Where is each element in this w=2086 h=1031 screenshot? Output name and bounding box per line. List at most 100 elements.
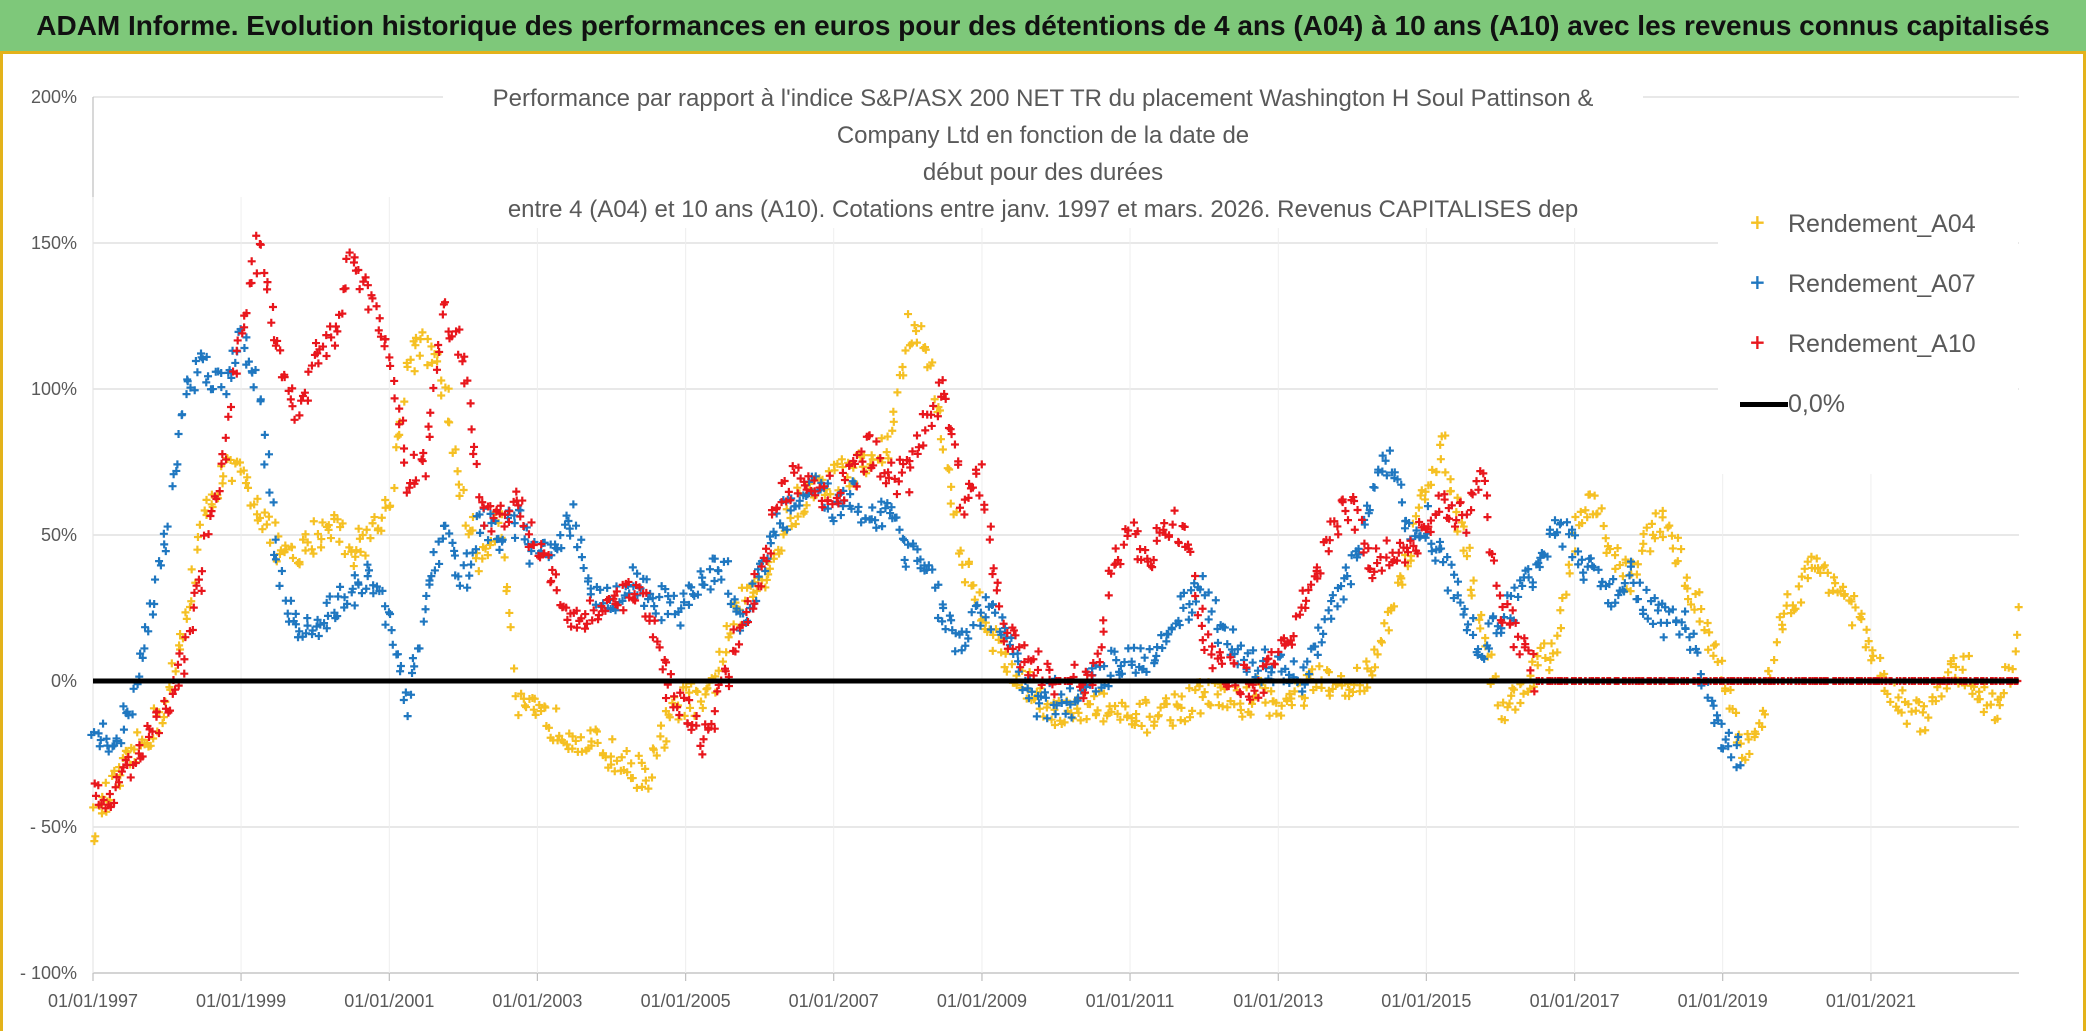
plus-icon: + xyxy=(1749,330,1766,354)
point-rendement-a10 xyxy=(1200,645,1209,654)
point-rendement-a10 xyxy=(1160,519,1169,528)
point-rendement-a07 xyxy=(591,600,600,609)
point-rendement-a10 xyxy=(221,433,230,442)
point-rendement-a04 xyxy=(1744,735,1753,744)
point-rendement-a04 xyxy=(1536,643,1545,652)
point-rendement-a04 xyxy=(395,430,404,439)
point-rendement-a10 xyxy=(1170,506,1179,515)
point-rendement-a04 xyxy=(662,737,671,746)
point-rendement-a10 xyxy=(1104,591,1113,600)
point-rendement-a07 xyxy=(1453,577,1462,586)
point-rendement-a07 xyxy=(1553,528,1562,537)
point-rendement-a07 xyxy=(1469,614,1478,623)
x-tick-label: 01/01/2019 xyxy=(1678,991,1768,1011)
point-rendement-a07 xyxy=(455,581,464,590)
point-rendement-a07 xyxy=(1574,547,1583,556)
point-rendement-a10 xyxy=(1191,591,1200,600)
point-rendement-a04 xyxy=(660,743,669,752)
point-rendement-a10 xyxy=(1034,647,1043,656)
point-rendement-a10 xyxy=(1492,581,1501,590)
point-rendement-a04 xyxy=(520,701,529,710)
point-rendement-a07 xyxy=(1524,565,1533,574)
point-rendement-a04 xyxy=(1145,712,1154,721)
point-rendement-a10 xyxy=(97,800,106,809)
point-rendement-a07 xyxy=(717,575,726,584)
point-rendement-a07 xyxy=(94,729,103,738)
point-rendement-a04 xyxy=(437,391,446,400)
point-rendement-a04 xyxy=(1285,689,1294,698)
point-rendement-a04 xyxy=(352,546,361,555)
point-rendement-a04 xyxy=(762,575,771,584)
point-rendement-a07 xyxy=(666,598,675,607)
point-rendement-a10 xyxy=(572,623,581,632)
point-rendement-a04 xyxy=(910,321,919,330)
point-rendement-a04 xyxy=(956,546,965,555)
point-rendement-a04 xyxy=(91,832,100,841)
point-rendement-a10 xyxy=(1116,560,1125,569)
point-rendement-a07 xyxy=(1091,687,1100,696)
point-rendement-a10 xyxy=(124,752,133,761)
point-rendement-a07 xyxy=(325,592,334,601)
point-rendement-a04 xyxy=(1107,707,1116,716)
point-rendement-a10 xyxy=(1015,643,1024,652)
point-rendement-a07 xyxy=(177,411,186,420)
point-rendement-a07 xyxy=(981,593,990,602)
point-rendement-a04 xyxy=(1421,487,1430,496)
point-rendement-a07 xyxy=(260,430,269,439)
point-rendement-a10 xyxy=(361,273,370,282)
point-rendement-a10 xyxy=(836,489,845,498)
point-rendement-a10 xyxy=(180,655,189,664)
point-rendement-a07 xyxy=(369,581,378,590)
point-rendement-a10 xyxy=(1479,469,1488,478)
point-rendement-a07 xyxy=(564,517,573,526)
point-rendement-a10 xyxy=(226,403,235,412)
point-rendement-a04 xyxy=(392,443,401,452)
point-rendement-a07 xyxy=(161,547,170,556)
point-rendement-a10 xyxy=(1338,498,1347,507)
point-rendement-a04 xyxy=(1732,708,1741,717)
point-rendement-a10 xyxy=(762,556,771,565)
point-rendement-a04 xyxy=(1132,717,1141,726)
point-rendement-a07 xyxy=(322,624,331,633)
point-rendement-a07 xyxy=(183,377,192,386)
point-rendement-a10 xyxy=(670,692,679,701)
point-rendement-a04 xyxy=(1673,533,1682,542)
point-rendement-a07 xyxy=(1382,471,1391,480)
point-rendement-a07 xyxy=(104,747,113,756)
x-tick-label: 01/01/2021 xyxy=(1826,991,1916,1011)
point-rendement-a10 xyxy=(1186,547,1195,556)
x-tick-label: 01/01/2013 xyxy=(1233,991,1323,1011)
point-rendement-a10 xyxy=(500,510,509,519)
point-rendement-a10 xyxy=(112,773,121,782)
point-rendement-a07 xyxy=(577,553,586,562)
point-rendement-a07 xyxy=(957,646,966,655)
point-rendement-a04 xyxy=(356,547,365,556)
point-rendement-a04 xyxy=(1824,588,1833,597)
point-rendement-a10 xyxy=(472,459,481,468)
point-rendement-a04 xyxy=(1324,668,1333,677)
point-rendement-a10 xyxy=(441,298,450,307)
point-rendement-a07 xyxy=(951,629,960,638)
point-rendement-a07 xyxy=(876,508,885,517)
point-rendement-a04 xyxy=(366,534,375,543)
point-rendement-a10 xyxy=(1011,631,1020,640)
point-rendement-a04 xyxy=(1111,701,1120,710)
point-rendement-a04 xyxy=(1196,709,1205,718)
point-rendement-a10 xyxy=(905,488,914,497)
point-rendement-a07 xyxy=(1303,657,1312,666)
point-rendement-a04 xyxy=(340,550,349,559)
point-rendement-a07 xyxy=(1035,699,1044,708)
point-rendement-a04 xyxy=(1441,431,1450,440)
point-rendement-a07 xyxy=(1423,502,1432,511)
point-rendement-a04 xyxy=(503,583,512,592)
point-rendement-a04 xyxy=(326,534,335,543)
point-rendement-a10 xyxy=(662,658,671,667)
point-rendement-a10 xyxy=(232,346,241,355)
point-rendement-a04 xyxy=(362,525,371,534)
point-rendement-a10 xyxy=(1114,555,1123,564)
point-rendement-a07 xyxy=(663,609,672,618)
point-rendement-a04 xyxy=(1541,653,1550,662)
point-rendement-a07 xyxy=(454,572,463,581)
point-rendement-a07 xyxy=(1579,575,1588,584)
point-rendement-a07 xyxy=(372,582,381,591)
